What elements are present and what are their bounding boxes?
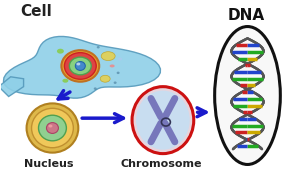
Ellipse shape <box>132 87 194 154</box>
Polygon shape <box>3 36 160 98</box>
Text: Nucleus: Nucleus <box>23 159 73 169</box>
Ellipse shape <box>75 62 85 70</box>
Ellipse shape <box>39 115 66 141</box>
Ellipse shape <box>114 81 117 84</box>
Text: DNA: DNA <box>228 8 265 23</box>
Ellipse shape <box>57 49 64 54</box>
Ellipse shape <box>97 46 100 48</box>
Ellipse shape <box>94 87 97 90</box>
Polygon shape <box>0 77 23 96</box>
Ellipse shape <box>48 125 52 128</box>
Ellipse shape <box>64 53 96 79</box>
Ellipse shape <box>118 58 122 61</box>
Ellipse shape <box>101 52 115 61</box>
Ellipse shape <box>31 108 73 148</box>
Ellipse shape <box>61 50 99 82</box>
Ellipse shape <box>62 79 68 83</box>
Ellipse shape <box>100 75 110 82</box>
Ellipse shape <box>46 123 58 133</box>
Ellipse shape <box>215 27 280 164</box>
Text: Cell: Cell <box>21 4 52 19</box>
Text: Chromosome: Chromosome <box>120 159 202 169</box>
Ellipse shape <box>136 91 190 150</box>
Ellipse shape <box>117 72 120 74</box>
Ellipse shape <box>76 62 80 65</box>
Ellipse shape <box>27 103 78 153</box>
Ellipse shape <box>110 64 115 67</box>
Ellipse shape <box>69 57 91 75</box>
